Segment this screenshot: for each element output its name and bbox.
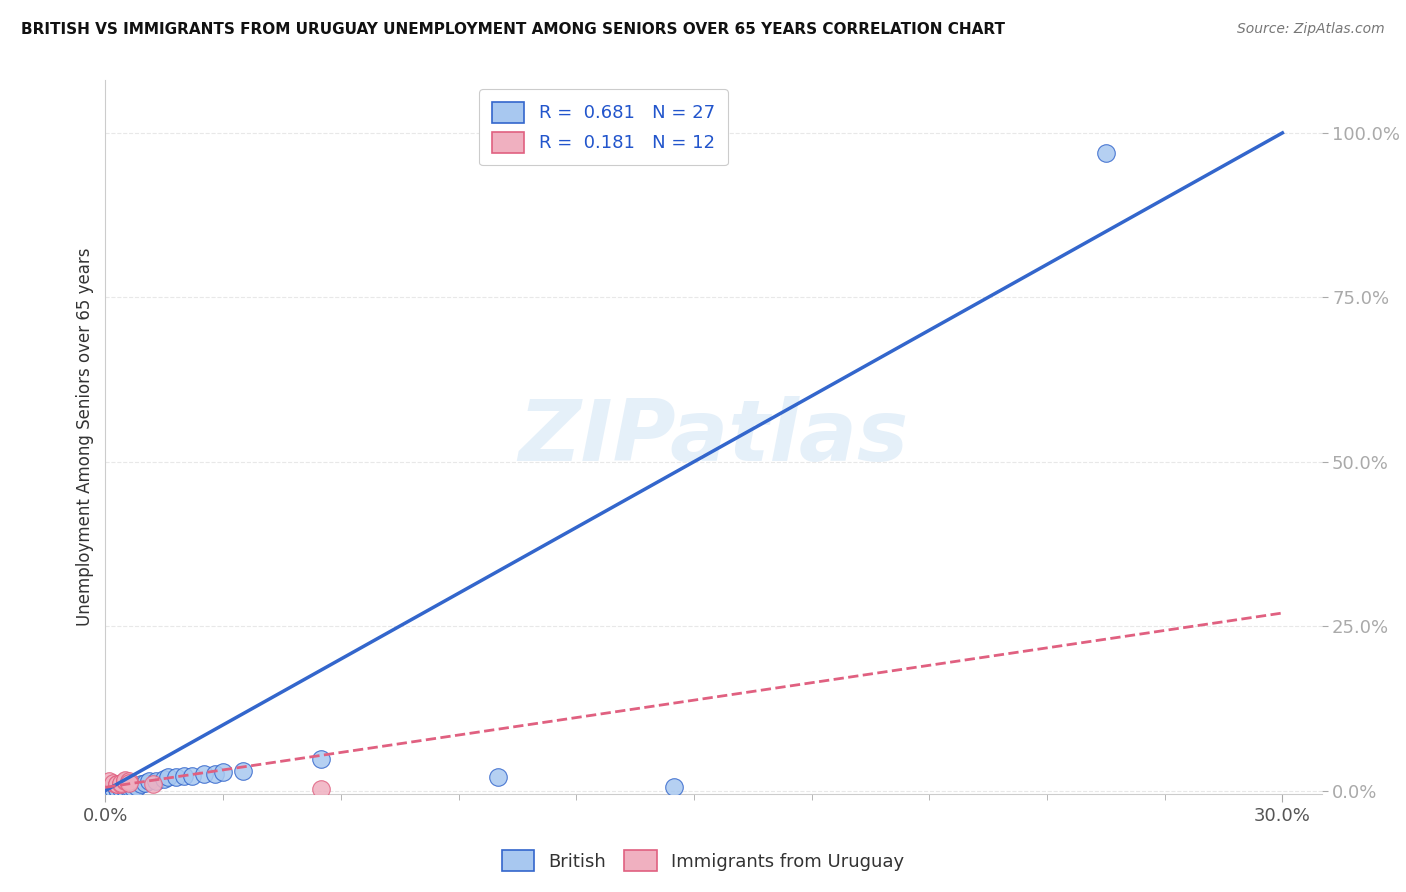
Point bbox=[165, 771, 187, 785]
Point bbox=[1095, 145, 1118, 160]
Point bbox=[173, 769, 195, 783]
Point bbox=[129, 777, 152, 791]
Point bbox=[110, 782, 132, 797]
Text: ZIPatlas: ZIPatlas bbox=[519, 395, 908, 479]
Point bbox=[141, 777, 163, 791]
Point bbox=[232, 764, 254, 778]
Legend: British, Immigrants from Uruguay: British, Immigrants from Uruguay bbox=[495, 843, 911, 879]
Point bbox=[103, 782, 125, 797]
Point bbox=[204, 767, 226, 781]
Point bbox=[138, 774, 160, 789]
Point bbox=[125, 780, 148, 795]
Point bbox=[118, 780, 141, 795]
Point bbox=[180, 769, 202, 783]
Point bbox=[193, 767, 215, 781]
Point bbox=[110, 775, 132, 789]
Point bbox=[664, 780, 686, 795]
Point bbox=[486, 771, 509, 785]
Point bbox=[118, 781, 141, 796]
Point bbox=[114, 773, 136, 788]
Point bbox=[105, 781, 128, 796]
Point bbox=[118, 775, 141, 789]
Point bbox=[122, 780, 145, 795]
Point bbox=[153, 772, 176, 786]
Point bbox=[105, 777, 128, 791]
Text: BRITISH VS IMMIGRANTS FROM URUGUAY UNEMPLOYMENT AMONG SENIORS OVER 65 YEARS CORR: BRITISH VS IMMIGRANTS FROM URUGUAY UNEMP… bbox=[21, 22, 1005, 37]
Point bbox=[134, 775, 156, 789]
Point bbox=[103, 775, 125, 789]
Point bbox=[114, 782, 136, 797]
Point bbox=[98, 773, 121, 788]
Text: Source: ZipAtlas.com: Source: ZipAtlas.com bbox=[1237, 22, 1385, 37]
Point bbox=[118, 773, 141, 788]
Point bbox=[114, 781, 136, 796]
Point bbox=[110, 777, 132, 791]
Point bbox=[105, 777, 128, 791]
Point bbox=[145, 773, 167, 788]
Point bbox=[212, 765, 235, 780]
Y-axis label: Unemployment Among Seniors over 65 years: Unemployment Among Seniors over 65 years bbox=[76, 248, 94, 626]
Point bbox=[309, 752, 332, 766]
Point bbox=[105, 782, 128, 797]
Legend: R =  0.681   N = 27, R =  0.181   N = 12: R = 0.681 N = 27, R = 0.181 N = 12 bbox=[479, 89, 728, 165]
Point bbox=[157, 771, 180, 785]
Point bbox=[114, 773, 136, 788]
Point bbox=[309, 782, 332, 797]
